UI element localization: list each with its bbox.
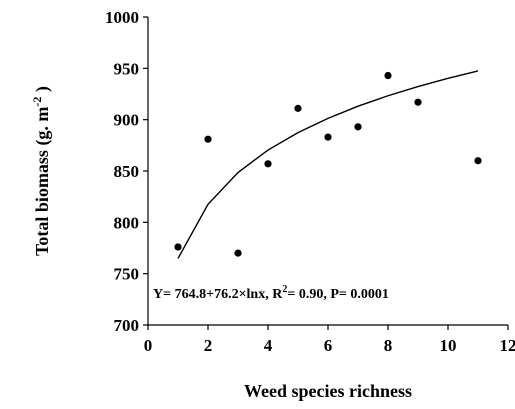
point xyxy=(294,104,302,112)
point xyxy=(174,243,182,251)
x-tick-label: 4 xyxy=(264,336,273,355)
annotation: Y= 764.8+76.2×lnx, R2= 0.90, P= 0.0001 xyxy=(153,284,389,302)
y-tick-label: 1000 xyxy=(105,8,139,27)
point xyxy=(414,98,422,106)
y-axis-label-sup: -2 xyxy=(30,97,44,107)
point xyxy=(264,160,272,168)
point xyxy=(324,133,332,141)
annotation-sup: 2 xyxy=(282,284,287,295)
x-tick-label: 10 xyxy=(440,336,457,355)
point xyxy=(474,157,482,165)
y-tick-label: 750 xyxy=(114,265,140,284)
point xyxy=(234,249,242,257)
annotation-main: Y= 764.8+76.2×lnx, R xyxy=(153,287,283,302)
x-tick-label: 8 xyxy=(384,336,393,355)
annotation-end: = 0.90, P= 0.0001 xyxy=(287,287,389,302)
x-tick-label: 2 xyxy=(204,336,213,355)
y-tick-label: 900 xyxy=(114,111,140,130)
x-axis-label: Weed species richness xyxy=(244,381,412,401)
x-tick-label: 6 xyxy=(324,336,333,355)
x-tick-label: 12 xyxy=(500,336,515,355)
y-axis-label-end: ) xyxy=(32,86,53,97)
point xyxy=(354,123,362,131)
y-tick-label: 800 xyxy=(114,213,140,232)
y-axis-label-main: Total biomass (g. m xyxy=(32,107,53,256)
y-tick-label: 700 xyxy=(114,316,140,335)
point xyxy=(204,135,212,143)
y-tick-label: 950 xyxy=(114,59,140,78)
y-axis-label: Total biomass (g. m-2 ) xyxy=(30,86,53,256)
fit-curve xyxy=(177,70,479,259)
y-tick-label: 850 xyxy=(114,162,140,181)
x-tick-label: 0 xyxy=(144,336,153,355)
point xyxy=(384,71,392,80)
